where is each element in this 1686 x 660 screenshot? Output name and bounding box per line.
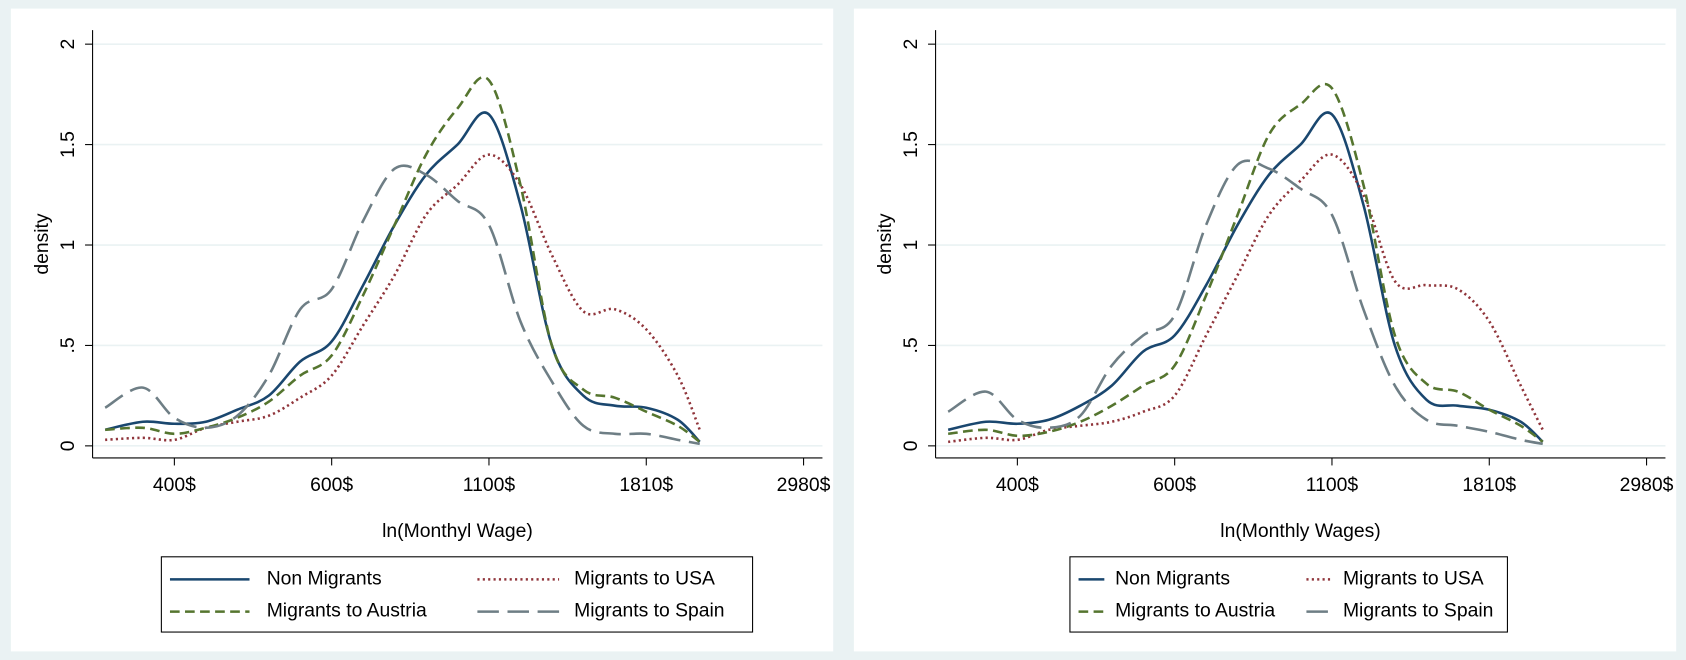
legend-label: Non Migrants bbox=[267, 567, 382, 589]
x-axis-title: ln(Monthyl Wage) bbox=[382, 520, 533, 542]
legend-label: Migrants to USA bbox=[574, 567, 715, 589]
x-tick-label: 2980$ bbox=[777, 474, 831, 496]
legend-label: Non Migrants bbox=[1115, 567, 1230, 589]
chart: 0 .5 1 1.5 2 400$ 600$ 1100$ 1810$ 2980$ density ln… bbox=[843, 0, 1686, 660]
y-tick-label: .5 bbox=[57, 337, 79, 353]
density-line bbox=[948, 153, 1544, 444]
density-line bbox=[947, 111, 1544, 443]
legend-label: Migrants to Austria bbox=[267, 600, 427, 622]
legend-label: Migrants to Spain bbox=[1343, 600, 1493, 622]
y-tick-label: 1 bbox=[57, 240, 79, 251]
x-tick-label: 1810$ bbox=[619, 474, 673, 496]
density-line bbox=[947, 159, 1543, 446]
y-tick-label: 0 bbox=[57, 440, 79, 451]
panel bbox=[853, 8, 1677, 652]
y-tick-label: 1.5 bbox=[57, 131, 79, 158]
x-tick-label: 600$ bbox=[310, 474, 353, 496]
y-tick-label: .5 bbox=[900, 337, 922, 353]
x-tick-label: 400$ bbox=[996, 474, 1039, 496]
legend-label: Migrants to USA bbox=[1343, 567, 1484, 589]
x-axis-title: ln(Monthly Wages) bbox=[1220, 520, 1380, 542]
legend-box bbox=[160, 556, 754, 633]
y-tick-label: 1 bbox=[900, 240, 922, 251]
density-line bbox=[104, 111, 701, 443]
x-tick-label: 1810$ bbox=[1462, 474, 1516, 496]
y-tick-label: 2 bbox=[57, 39, 79, 50]
legend-label: Migrants to Spain bbox=[574, 600, 724, 622]
x-tick-label: 1100$ bbox=[463, 474, 516, 496]
legend-box bbox=[1069, 556, 1508, 633]
chart: 0 .5 1 1.5 2 400$ 600$ 1100$ 1810$ 2980$ density ln… bbox=[10, 8, 834, 652]
legend-label: Migrants to Austria bbox=[1115, 600, 1275, 622]
density-line bbox=[104, 164, 700, 446]
panel bbox=[10, 8, 834, 652]
y-axis-title: density bbox=[874, 213, 896, 275]
y-tick-label: 0 bbox=[900, 440, 922, 451]
y-tick-label: 2 bbox=[900, 39, 922, 50]
density-line bbox=[948, 82, 1544, 443]
x-tick-label: 600$ bbox=[1153, 474, 1196, 496]
x-tick-label: 1100$ bbox=[1306, 474, 1359, 496]
y-tick-label: 1.5 bbox=[900, 131, 922, 158]
x-tick-label: 2980$ bbox=[1620, 474, 1674, 496]
x-tick-label: 400$ bbox=[153, 474, 196, 496]
y-axis-title: density bbox=[31, 213, 53, 275]
density-line bbox=[105, 76, 701, 443]
